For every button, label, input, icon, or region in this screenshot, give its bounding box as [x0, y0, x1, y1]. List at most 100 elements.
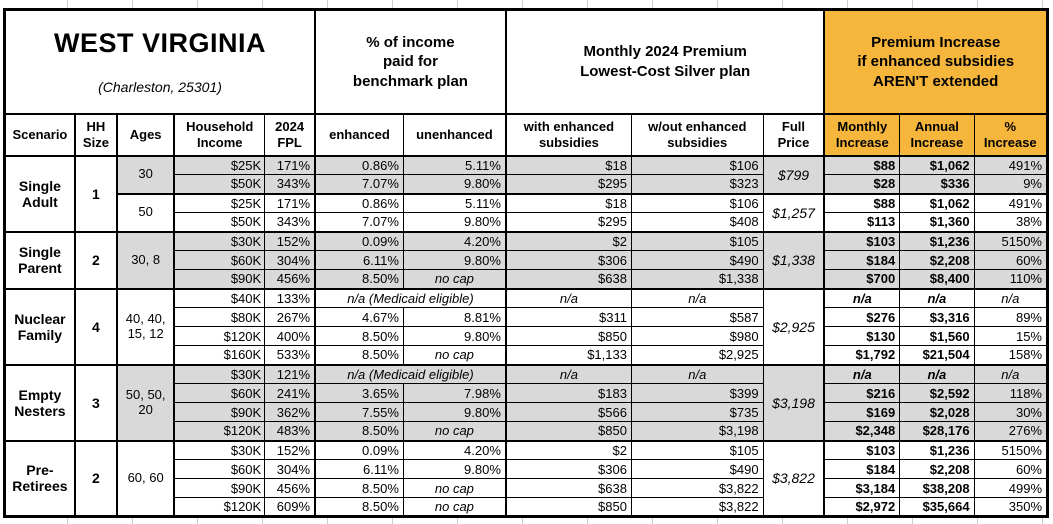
cell-fpl: 483%: [264, 421, 316, 442]
cell-monthly-increase: $1,792: [823, 345, 901, 366]
cell-monthly-increase: n/a: [823, 363, 901, 385]
cell-unenhanced: no cap: [402, 421, 507, 442]
cell-wout-subsidies: $490: [630, 250, 764, 271]
cell-unenhanced: 9.80%: [402, 326, 507, 347]
table-header-sections: WEST VIRGINIA (Charleston, 25301) % of i…: [4, 8, 1049, 115]
cell-enhanced: 0.86%: [313, 154, 404, 176]
section-header-monthly-premium: Monthly 2024 Premium Lowest-Cost Silver …: [504, 8, 825, 115]
cell-enhanced: 0.86%: [313, 192, 404, 214]
cell-fpl: 343%: [264, 212, 316, 233]
cell-wout-subsidies: $106: [630, 192, 764, 214]
cell-annual-increase: n/a: [899, 287, 975, 309]
section-header-pct-income: % of income paid for benchmark plan: [314, 8, 507, 115]
cell-unenhanced: 9.80%: [402, 212, 507, 233]
column-header-monthly-increase: Monthly Increase: [823, 112, 901, 157]
state-location: (Charleston, 25301): [98, 78, 222, 95]
cell-full-price: $3,198: [762, 363, 825, 442]
cell-annual-increase: $21,504: [899, 345, 975, 366]
cell-fpl: 400%: [264, 326, 316, 347]
cell-income: $30K: [173, 230, 266, 252]
cell-pct-increase: 38%: [973, 212, 1049, 233]
column-header-with-subsidies: with enhanced subsidies: [504, 112, 632, 157]
cell-income: $30K: [173, 439, 266, 461]
table-row: Pre- Retirees 2 60, 60 $30K 152% 0.09% 4…: [3, 439, 1049, 518]
cell-scenario: Single Adult: [3, 154, 76, 233]
cell-wout-subsidies: $105: [630, 439, 764, 461]
cell-enhanced: 8.50%: [313, 345, 404, 366]
cell-with-subsidies: $850: [504, 326, 632, 347]
cell-wout-subsidies: n/a: [630, 363, 764, 385]
table-row: $60K 304% 6.11% 9.80% $306 $490 $184 $2,…: [5, 250, 1049, 271]
cell-with-subsidies: $2: [504, 439, 632, 461]
cell-monthly-increase: $88: [823, 192, 901, 214]
cell-annual-increase: $28,176: [899, 421, 975, 442]
cell-fpl: 304%: [264, 250, 316, 271]
cell-with-subsidies: $18: [504, 192, 632, 214]
cell-with-subsidies: $1,133: [504, 345, 632, 366]
cell-fpl: 456%: [264, 478, 316, 499]
cell-ages: 50: [116, 192, 175, 233]
cell-pct-increase: 60%: [973, 459, 1049, 480]
cell-unenhanced: 8.81%: [402, 307, 507, 328]
cell-fpl: 152%: [264, 230, 316, 252]
cell-unenhanced: no cap: [402, 269, 507, 290]
table-row: Single Parent 2 30, 8 $30K 152% 0.09% 4.…: [3, 230, 1049, 290]
cell-income: $25K: [173, 192, 266, 214]
cell-wout-subsidies: $399: [630, 383, 764, 404]
cell-pct-increase: 15%: [973, 326, 1049, 347]
cell-income: $120K: [173, 421, 266, 442]
table-row: $120K 483% 8.50% no cap $850 $3,198 $2,3…: [5, 421, 1049, 442]
table-row: $90K 362% 7.55% 9.80% $566 $735 $169 $2,…: [5, 402, 1049, 423]
table-row: $50K 343% 7.07% 9.80% $295 $323 $28 $336…: [5, 174, 1049, 195]
table-row: 50 $25K 171% 0.86% 5.11% $18 $106 $1,257…: [5, 192, 1049, 233]
cell-monthly-increase: n/a: [823, 287, 901, 309]
table-header-columns: Scenario HH Size Ages Household Income 2…: [3, 112, 1049, 157]
cell-unenhanced: no cap: [402, 345, 507, 366]
cell-enhanced: 0.09%: [313, 439, 404, 461]
cell-medicaid-note: n/a (Medicaid eligible): [314, 287, 507, 309]
column-header-scenario: Scenario: [3, 112, 76, 157]
cell-with-subsidies: $18: [504, 154, 632, 176]
cell-with-subsidies: n/a: [504, 287, 632, 309]
cell-wout-subsidies: $106: [630, 154, 764, 176]
cell-hh-size: 2: [73, 439, 118, 518]
table-row: $90K 456% 8.50% no cap $638 $3,822 $3,18…: [5, 478, 1049, 499]
cell-pct-increase: 491%: [973, 154, 1049, 176]
cell-unenhanced: 4.20%: [402, 230, 507, 252]
cell-fpl: 304%: [264, 459, 316, 480]
column-header-annual-increase: Annual Increase: [899, 112, 975, 157]
cell-with-subsidies: $850: [504, 497, 632, 518]
cell-pct-increase: 158%: [973, 345, 1049, 366]
cell-wout-subsidies: $323: [630, 174, 764, 195]
cell-wout-subsidies: $3,822: [630, 478, 764, 499]
cell-annual-increase: $1,062: [899, 192, 975, 214]
cell-income: $50K: [173, 212, 266, 233]
table-row: Empty Nesters 3 50, 50, 20 $30K 121% n/a…: [3, 363, 1049, 442]
cell-fpl: 133%: [264, 287, 316, 309]
cell-wout-subsidies: $105: [630, 230, 764, 252]
cell-monthly-increase: $103: [823, 230, 901, 252]
cell-monthly-increase: $113: [823, 212, 901, 233]
column-header-pct-increase: % Increase: [973, 112, 1049, 157]
cell-annual-increase: n/a: [899, 363, 975, 385]
cell-scenario: Empty Nesters: [3, 363, 76, 442]
cell-with-subsidies: $2: [504, 230, 632, 252]
cell-fpl: 171%: [264, 192, 316, 214]
cell-annual-increase: $1,360: [899, 212, 975, 233]
cell-income: $40K: [173, 287, 266, 309]
cell-scenario: Single Parent: [3, 230, 76, 290]
cell-with-subsidies: n/a: [504, 363, 632, 385]
cell-pct-increase: 499%: [973, 478, 1049, 499]
cell-full-price: $1,257: [762, 192, 825, 233]
cell-annual-increase: $1,236: [899, 439, 975, 461]
cell-fpl: 241%: [264, 383, 316, 404]
cell-monthly-increase: $130: [823, 326, 901, 347]
cell-monthly-increase: $184: [823, 459, 901, 480]
cell-enhanced: 4.67%: [313, 307, 404, 328]
column-header-hh-size: HH Size: [73, 112, 118, 157]
cell-ages: 50, 50, 20: [116, 363, 175, 442]
cell-income: $90K: [173, 402, 266, 423]
cell-pct-increase: 118%: [973, 383, 1049, 404]
cell-wout-subsidies: $3,822: [630, 497, 764, 518]
cell-pct-increase: n/a: [973, 363, 1049, 385]
